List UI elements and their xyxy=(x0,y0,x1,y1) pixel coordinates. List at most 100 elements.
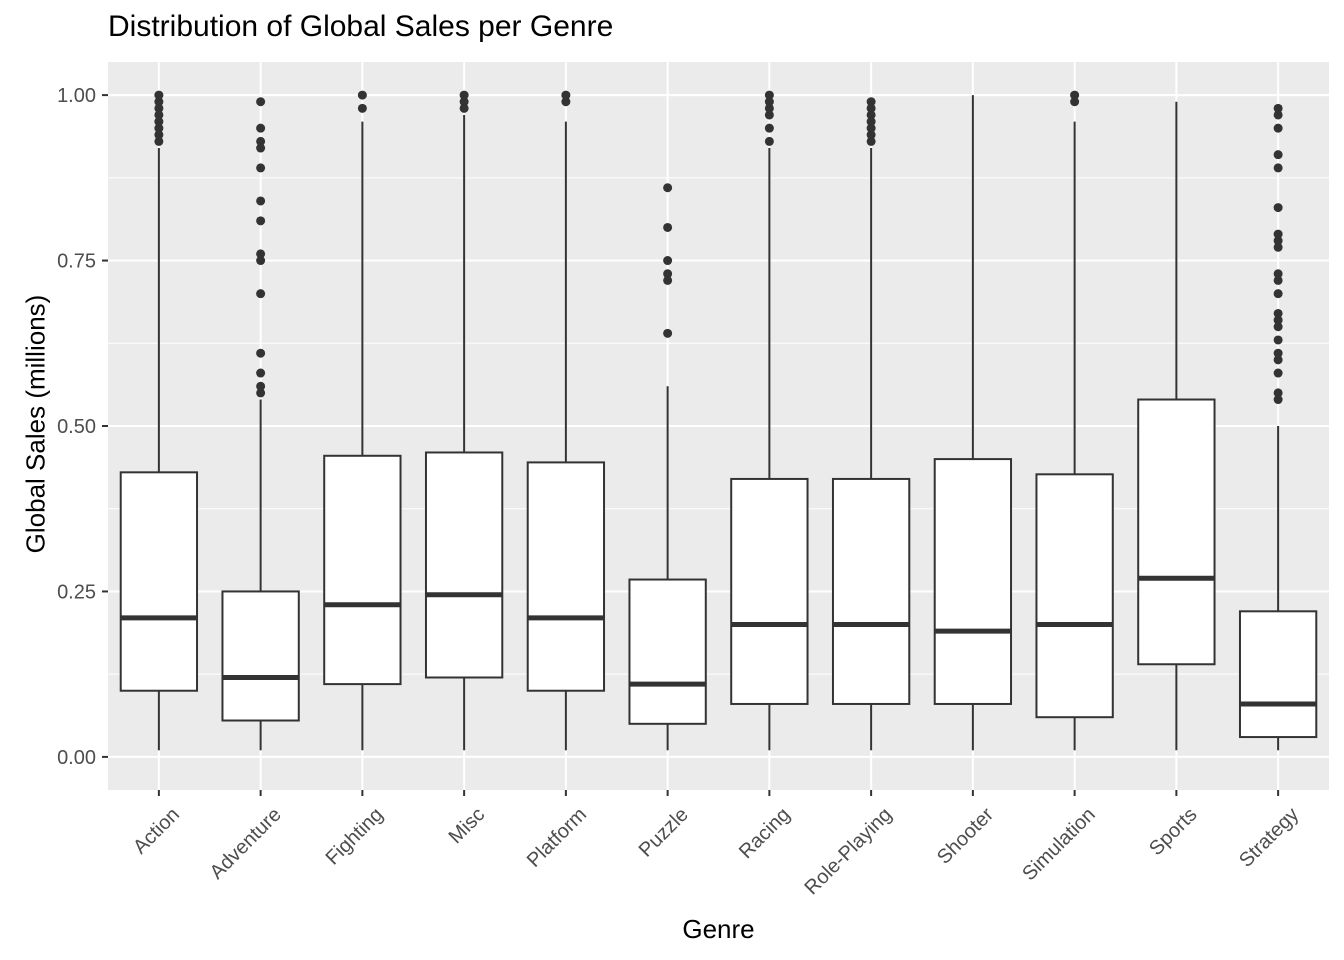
outlier-point xyxy=(1273,229,1283,239)
outlier-point xyxy=(764,110,774,120)
outlier-point xyxy=(256,381,266,391)
box-group xyxy=(119,90,199,751)
iqr-box xyxy=(1137,398,1216,666)
box-group xyxy=(1035,90,1114,751)
box-group xyxy=(323,90,402,751)
outlier-point xyxy=(1273,123,1283,133)
outlier-point xyxy=(663,269,673,279)
outlier-point xyxy=(1070,90,1080,100)
outlier-point xyxy=(1273,395,1283,405)
box-group xyxy=(221,97,300,751)
outlier-point xyxy=(357,90,367,100)
iqr-box xyxy=(1035,473,1114,719)
iqr-box xyxy=(424,451,504,679)
box-group xyxy=(628,183,707,751)
outlier-point xyxy=(1273,103,1283,113)
outlier-point xyxy=(256,388,266,398)
outlier-point xyxy=(764,136,774,146)
outlier-point xyxy=(256,256,266,266)
outlier-point xyxy=(1273,289,1283,299)
x-tick-label: Platform xyxy=(523,804,591,872)
x-tick-label: Shooter xyxy=(933,803,998,868)
box-group xyxy=(730,90,809,751)
iqr-box xyxy=(119,471,199,692)
y-tick-label: 1.00 xyxy=(57,85,96,107)
outlier-point xyxy=(256,249,266,259)
outlier-point xyxy=(256,97,266,107)
outlier-point xyxy=(663,275,673,285)
outlier-point xyxy=(561,90,571,100)
y-tick-label: 0.00 xyxy=(57,747,96,769)
outlier-point xyxy=(154,136,164,146)
y-tick-label: 0.25 xyxy=(57,581,96,603)
outlier-point xyxy=(561,97,571,107)
outlier-point xyxy=(764,90,774,100)
x-tick-label: Strategy xyxy=(1235,804,1303,872)
box-group xyxy=(831,97,911,751)
outlier-point xyxy=(1273,388,1283,398)
outlier-point xyxy=(154,110,164,120)
x-axis-label: Genre xyxy=(682,914,755,944)
outlier-point xyxy=(764,97,774,107)
outlier-point xyxy=(1273,275,1283,285)
box-group xyxy=(1238,103,1318,751)
outlier-point xyxy=(663,222,673,232)
outlier-point xyxy=(154,97,164,107)
outlier-point xyxy=(1273,308,1283,318)
outlier-point xyxy=(1273,322,1283,332)
outlier-point xyxy=(764,103,774,113)
outlier-point xyxy=(1273,110,1283,120)
outlier-point xyxy=(1273,163,1283,173)
outlier-point xyxy=(1070,97,1080,107)
outlier-point xyxy=(663,328,673,338)
outlier-point xyxy=(1273,348,1283,358)
outlier-point xyxy=(256,123,266,133)
x-tick-label: Puzzle xyxy=(635,804,693,862)
outlier-point xyxy=(256,136,266,146)
outlier-point xyxy=(154,123,164,133)
x-tick-label: Simulation xyxy=(1018,804,1100,886)
x-tick-label: Racing xyxy=(735,804,795,864)
outlier-point xyxy=(1273,368,1283,378)
y-tick-label: 0.50 xyxy=(57,416,96,438)
iqr-box xyxy=(1238,610,1318,739)
outlier-point xyxy=(1273,315,1283,325)
outlier-point xyxy=(866,110,876,120)
outlier-point xyxy=(866,117,876,127)
outlier-point xyxy=(1273,236,1283,246)
iqr-box xyxy=(831,477,911,705)
x-tick-label: Misc xyxy=(445,804,490,849)
outlier-point xyxy=(154,130,164,140)
outlier-point xyxy=(1273,335,1283,345)
iqr-box xyxy=(730,477,809,705)
outlier-point xyxy=(256,348,266,358)
outlier-point xyxy=(256,196,266,206)
outlier-point xyxy=(866,130,876,140)
outlier-point xyxy=(866,103,876,113)
iqr-box xyxy=(221,590,300,722)
iqr-box xyxy=(526,461,606,692)
outlier-point xyxy=(154,90,164,100)
outlier-point xyxy=(459,103,469,113)
outlier-point xyxy=(154,117,164,127)
outlier-point xyxy=(866,97,876,107)
box-group xyxy=(1137,101,1216,751)
outlier-point xyxy=(459,97,469,107)
outlier-point xyxy=(357,103,367,113)
x-tick-label: Action xyxy=(129,804,184,859)
iqr-box xyxy=(628,578,707,725)
iqr-box xyxy=(323,454,402,686)
outlier-point xyxy=(1273,242,1283,252)
x-tick-label: Role-Playing xyxy=(801,804,897,900)
box-group xyxy=(526,90,606,751)
x-tick-label: Sports xyxy=(1145,804,1201,860)
outlier-point xyxy=(1273,203,1283,213)
outlier-point xyxy=(866,123,876,133)
y-axis-label-text: Global Sales (millions) xyxy=(20,294,51,554)
outlier-point xyxy=(663,183,673,193)
box-group xyxy=(424,90,504,751)
outlier-point xyxy=(1273,355,1283,365)
outlier-point xyxy=(1273,150,1283,160)
y-tick-label: 0.75 xyxy=(57,251,96,273)
x-tick-label: Fighting xyxy=(322,804,388,870)
